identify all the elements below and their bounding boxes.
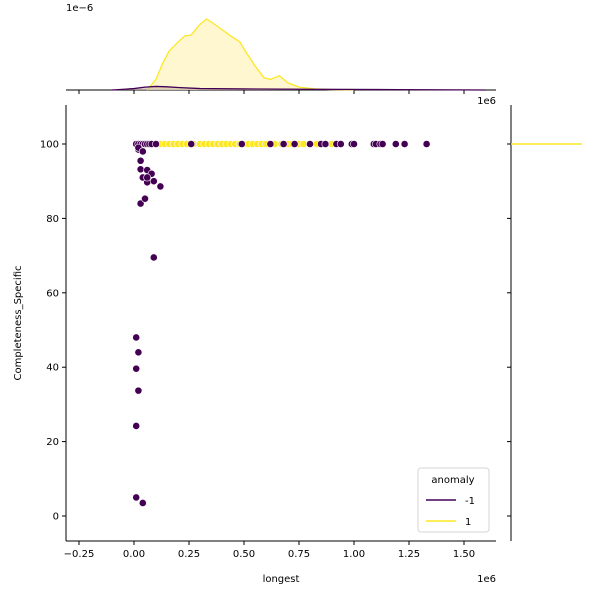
legend: anomaly -1 1 <box>417 467 490 533</box>
y-tick-label: 20 <box>46 437 59 448</box>
scatter-point <box>141 194 149 203</box>
top-axis-offset-text: 1e6 <box>477 96 496 107</box>
y-tick-label: 60 <box>46 288 59 299</box>
x-tick-label: 0.50 <box>233 549 255 560</box>
scatter-point <box>149 177 158 186</box>
legend-label-neg1: -1 <box>465 496 475 507</box>
y-tick-label: 100 <box>40 140 59 151</box>
scatter-point <box>149 253 158 262</box>
top-marginal-offset-text: 1e−6 <box>66 3 93 14</box>
scatter-point <box>422 140 431 148</box>
y-axis-label: Completeness_Specific <box>13 265 24 380</box>
kde-line-class-neg1 <box>111 85 487 91</box>
x-tick-label: 1.50 <box>453 549 475 560</box>
scatter-point <box>306 140 314 148</box>
scatter-point <box>136 156 145 165</box>
y-tick-label: 40 <box>46 363 59 374</box>
scatter-point <box>378 140 387 148</box>
kde-line-class-1 <box>146 18 355 91</box>
scatter-point <box>132 422 141 430</box>
scatter-point <box>138 499 147 507</box>
scatter-point <box>187 140 196 148</box>
scatter-point <box>321 140 330 148</box>
x-tick-label: 1.25 <box>398 549 420 560</box>
scatter-point <box>266 140 275 148</box>
scatter-point <box>279 140 288 148</box>
scatter-point <box>290 140 299 148</box>
x-tick-label: 0.25 <box>178 549 200 560</box>
scatter-point <box>132 493 141 502</box>
scatter-point <box>237 140 246 148</box>
scatter-point <box>152 140 160 148</box>
top-marginal-kde <box>66 18 496 94</box>
scatter-point <box>391 140 400 148</box>
scatter-point <box>136 165 145 174</box>
legend-title: anomaly <box>431 475 474 486</box>
scatter-point <box>136 199 145 208</box>
x-tick-label: 0.75 <box>288 549 310 560</box>
kde-fill-class-1 <box>147 19 354 90</box>
scatter-point <box>156 182 165 191</box>
scatter-points <box>132 140 431 507</box>
y-tick-label: 0 <box>53 512 59 523</box>
scatter-point <box>143 173 152 182</box>
scatter-point <box>134 348 143 357</box>
legend-label-1: 1 <box>465 517 471 528</box>
main-axes: −0.25 0.00 0.25 0.50 0.75 1.00 1.25 1.50 0 20 40 60… <box>40 105 496 560</box>
scatter-point <box>132 333 141 342</box>
scatter-point <box>350 140 358 148</box>
scatter-point <box>400 140 409 148</box>
scatter-point <box>336 140 345 148</box>
main-scatter-plot: −0.25 0.00 0.25 0.50 0.75 1.00 1.25 1.50 0 20 40 60… <box>40 105 496 560</box>
scatter-point <box>132 364 141 373</box>
x-axis-offset-text: 1e6 <box>477 574 496 585</box>
right-marginal-kde <box>507 105 582 541</box>
scatter-point <box>134 386 143 395</box>
x-tick-label: −0.25 <box>64 549 95 560</box>
x-tick-label: 0.00 <box>123 549 145 560</box>
scatter-point <box>299 140 308 148</box>
x-axis-label: longest <box>263 574 300 585</box>
x-tick-label: 1.00 <box>343 549 365 560</box>
y-tick-label: 80 <box>46 214 59 225</box>
scatter-point <box>138 147 147 156</box>
